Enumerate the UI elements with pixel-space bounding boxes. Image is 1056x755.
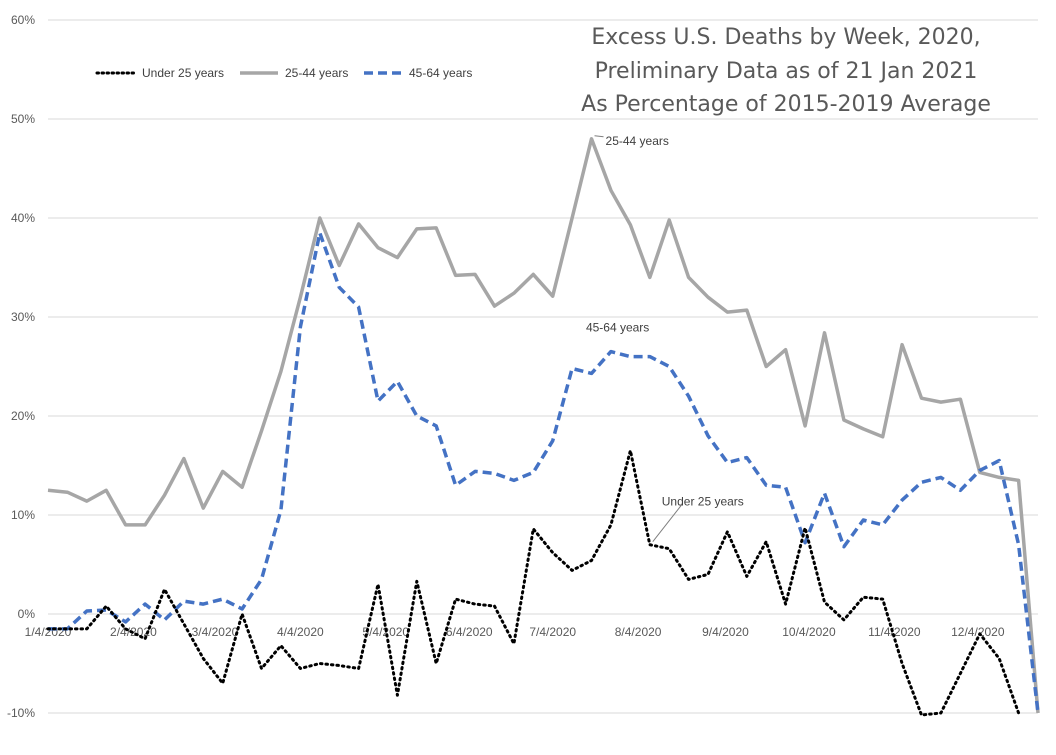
chart-title: Excess U.S. Deaths by Week, 2020, Prelim… — [581, 25, 991, 117]
y-axis-tick-labels: -10% 0% 10% 20% 30% 40% 50% 60% — [7, 13, 35, 720]
x-tick-label: 11/4/2020 — [868, 625, 921, 639]
x-tick-label: 8/4/2020 — [615, 625, 662, 639]
y-tick-label: 20% — [11, 409, 35, 423]
y-tick-label: 0% — [18, 607, 36, 621]
gridlines — [48, 19, 1038, 714]
series-line-45-64-years — [48, 231, 1040, 714]
x-tick-label: 7/4/2020 — [529, 625, 576, 639]
annotation-leader-under-25-years — [652, 504, 683, 543]
chart-title-line-1: Excess U.S. Deaths by Week, 2020, — [591, 25, 980, 50]
y-tick-label: -10% — [7, 706, 35, 720]
y-tick-label: 60% — [11, 13, 35, 27]
x-tick-label: 12/4/2020 — [951, 625, 1005, 639]
legend-item-45-64: 45-64 years — [364, 66, 472, 80]
y-tick-label: 30% — [11, 310, 35, 324]
annotation-25-44-years: 25-44 years — [606, 134, 669, 148]
y-tick-label: 40% — [11, 211, 35, 225]
chart-title-line-2: Preliminary Data as of 21 Jan 2021 — [595, 59, 978, 84]
x-tick-label: 6/4/2020 — [446, 625, 493, 639]
x-tick-label: 4/4/2020 — [277, 625, 324, 639]
chart-title-line-3: As Percentage of 2015-2019 Average — [581, 92, 991, 117]
series-line-25-44-years — [47, 137, 1040, 714]
annotation-under-25-years: Under 25 years — [662, 495, 744, 509]
legend-label-45-64: 45-64 years — [409, 66, 472, 80]
legend-item-25-44: 25-44 years — [240, 66, 348, 80]
series-annotations: 25-44 years 45-64 years Under 25 years — [586, 134, 744, 543]
x-tick-label: 1/4/2020 — [25, 625, 72, 639]
annotation-45-64-years: 45-64 years — [586, 321, 649, 335]
series-lines — [46, 137, 1040, 717]
annotation-leader-25-44-years — [594, 135, 604, 138]
x-tick-label: 9/4/2020 — [702, 625, 749, 639]
series-line-under-25-years — [46, 449, 1021, 717]
y-tick-label: 50% — [11, 112, 35, 126]
legend-item-under-25: Under 25 years — [95, 66, 224, 80]
legend-label-25-44: 25-44 years — [285, 66, 348, 80]
x-tick-label: 3/4/2020 — [192, 625, 239, 639]
legend-label-under-25: Under 25 years — [142, 66, 224, 80]
y-tick-label: 10% — [11, 508, 35, 522]
legend: Under 25 years 25-44 years 45-64 years — [95, 66, 472, 80]
x-tick-label: 10/4/2020 — [782, 625, 836, 639]
